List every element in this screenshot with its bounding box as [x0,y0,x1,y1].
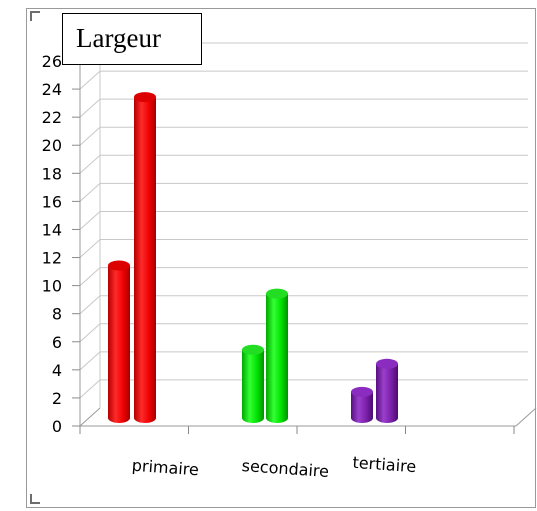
bar [351,386,373,423]
floor-edge [79,407,101,427]
y-tick-label: 6 [52,333,62,352]
frame-corner-mark [30,11,40,21]
bar [108,260,130,423]
x-tick-label: tertiaire [352,453,417,476]
bar [266,288,288,423]
y-tick-label: 24 [42,80,62,99]
x-axis-line [80,407,537,427]
y-tick-label: 8 [52,305,62,324]
bar [134,92,156,424]
y-tick-label: 18 [42,164,62,183]
gridline [79,70,528,90]
chart-title-box [62,13,202,65]
y-tick-label: 4 [52,361,62,380]
chart-title: Largeur [76,23,161,53]
y-tick-label: 0 [52,417,62,436]
y-tick-label: 20 [42,136,62,155]
y-tick-label: 22 [42,108,62,127]
y-tick-label: 10 [42,277,62,296]
x-tick-label: secondaire [241,456,330,481]
axes [72,43,537,434]
y-tick-label: 14 [42,220,62,239]
x-tick-labels: primaire secondaire tertiaire [131,453,417,481]
bar [242,344,264,423]
y-tick-label: 12 [42,249,62,268]
y-tick-label: 16 [42,192,62,211]
chart-frame [26,8,536,508]
frame-corner-mark [30,494,40,504]
y-tick-label: 26 [42,52,62,71]
y-tick-label: 2 [52,389,62,408]
x-tick-label: primaire [131,456,199,480]
bar [376,358,398,423]
bars [108,92,398,424]
